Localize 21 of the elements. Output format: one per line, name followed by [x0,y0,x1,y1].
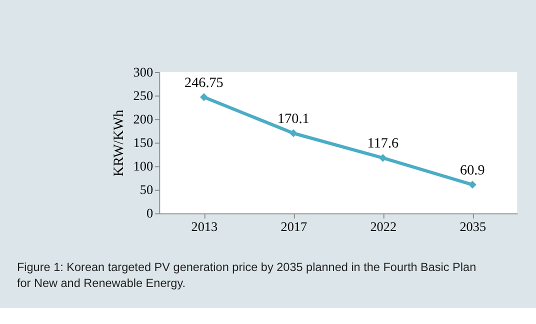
x-tick-label: 2017 [280,218,308,234]
y-tick-label: 300 [133,64,154,80]
y-tick-label: 50 [140,182,154,198]
y-tick-label: 250 [133,88,154,103]
point [378,154,387,162]
caption: Figure 1: Korean targeted PV generation price by 2035 planned in the Fourth Basic Plan for New and Renewable Energy. [16,260,476,290]
y-axis-title: KRW/KWh [110,110,127,177]
y-tick-label: 200 [133,111,154,126]
y-tick-label: 0 [146,206,154,221]
data-label: 60.9 [460,162,485,178]
point [289,129,298,138]
data-label: 170.1 [278,110,310,127]
y-tick-label: 100 [133,158,154,174]
point [200,93,208,102]
point [468,180,476,189]
x-tick-label: 2013 [191,218,218,234]
x-tick-label: 2035 [460,218,486,234]
x-tick-label: 2022 [370,218,397,234]
y-tick-label: 150 [133,134,154,150]
data-label: 117.6 [367,136,399,152]
data-label: 246.75 [184,74,224,91]
